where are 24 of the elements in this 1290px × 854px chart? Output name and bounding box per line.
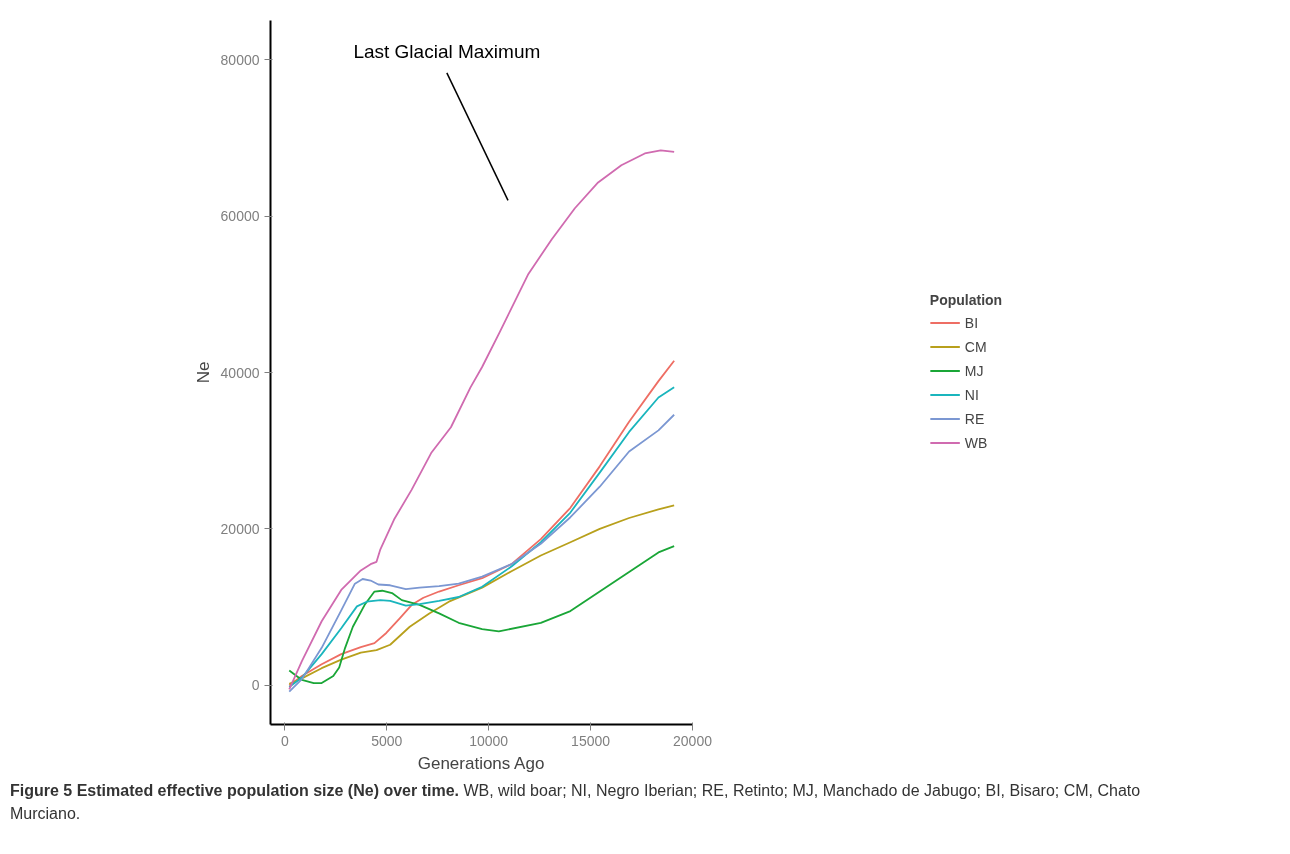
legend-label: NI: [964, 386, 980, 403]
legend-title: Population: [929, 291, 1003, 308]
x-tick-label: 20000: [673, 732, 713, 749]
y-axis-title: Ne: [193, 361, 213, 384]
legend-label: MJ: [964, 362, 985, 379]
y-tick-label: 40000: [220, 364, 260, 381]
line-series: [288, 149, 676, 691]
legend-label: WB: [964, 434, 988, 451]
line-series: [288, 504, 676, 685]
x-tick-label: 0: [280, 732, 289, 749]
annotation: Last Glacial Maximum: [353, 40, 541, 62]
x-tick-label: 5000: [371, 732, 403, 749]
x-tick-label: 10000: [469, 732, 509, 749]
legend-label: RE: [964, 410, 985, 427]
y-tick-label: 0: [251, 677, 260, 694]
text: Figure 5 Estimated effective population size (Ne) over time.: [10, 782, 459, 799]
x-axis-title: Generations Ago: [417, 753, 545, 773]
line-series: [288, 545, 676, 684]
x-tick-label: 15000: [571, 732, 611, 749]
y-tick-label: 20000: [220, 520, 260, 537]
legend-label: CM: [964, 338, 987, 355]
y-tick-label: 60000: [220, 208, 260, 225]
y-tick-label: 80000: [220, 51, 260, 68]
legend-label: BI: [964, 314, 980, 331]
